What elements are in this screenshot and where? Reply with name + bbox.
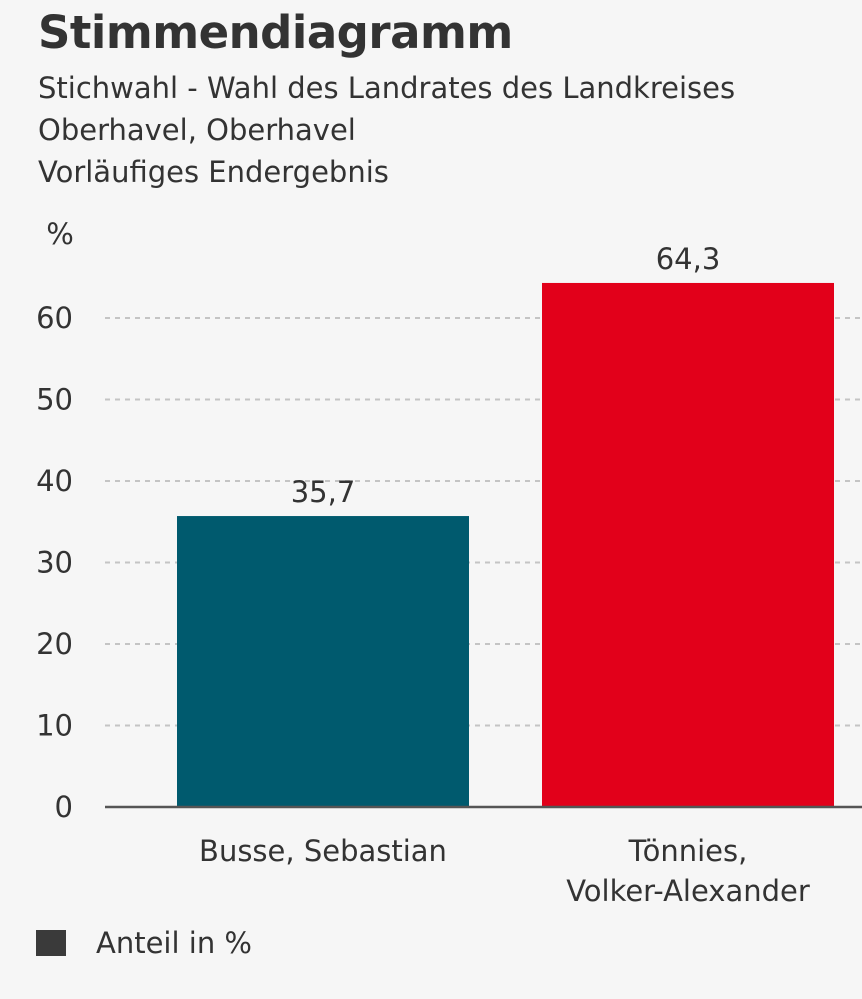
y-tick-label-30: 30 <box>36 546 73 580</box>
y-tick-label-10: 10 <box>36 709 73 743</box>
legend-swatch <box>36 930 66 956</box>
subtitle-line-2: Oberhavel, Oberhavel <box>38 113 356 147</box>
y-tick-label-40: 40 <box>36 464 73 498</box>
x-tick-label-2-line-1: Tönnies, <box>628 834 748 868</box>
y-tick-label-0: 0 <box>55 790 73 824</box>
legend: Anteil in % <box>36 926 252 960</box>
y-tick-label-20: 20 <box>36 627 73 661</box>
subtitle-line-3: Vorläufiges Endergebnis <box>38 155 389 189</box>
subtitle-line-1: Stichwahl - Wahl des Landrates des Landk… <box>38 71 736 105</box>
bar-2 <box>542 282 834 808</box>
data-label-1: 35,7 <box>291 475 356 509</box>
y-tick-label-60: 60 <box>36 301 73 335</box>
data-label-2: 64,3 <box>656 242 721 276</box>
bar-1 <box>177 516 469 807</box>
chart-title: Stimmendiagramm <box>38 6 513 59</box>
y-axis-label: % <box>46 217 74 251</box>
x-tick-label-2-line-2: Volker-Alexander <box>566 874 810 908</box>
x-tick-label-1-line-1: Busse, Sebastian <box>199 834 447 868</box>
y-tick-label-50: 50 <box>36 383 73 417</box>
legend-label: Anteil in % <box>96 926 252 960</box>
